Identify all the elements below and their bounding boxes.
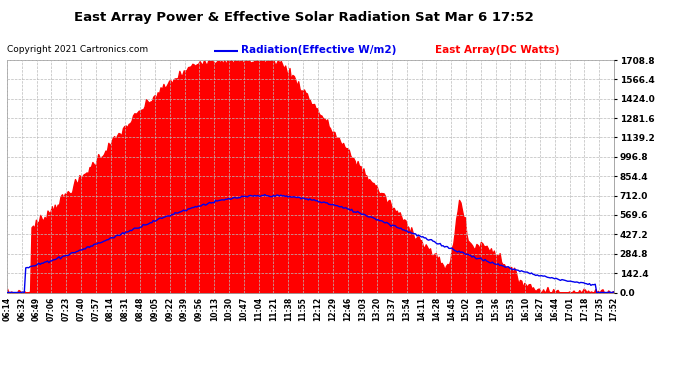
Text: East Array Power & Effective Solar Radiation Sat Mar 6 17:52: East Array Power & Effective Solar Radia… — [74, 11, 533, 24]
Text: Radiation(Effective W/m2): Radiation(Effective W/m2) — [241, 45, 397, 55]
Text: Copyright 2021 Cartronics.com: Copyright 2021 Cartronics.com — [7, 45, 148, 54]
Text: East Array(DC Watts): East Array(DC Watts) — [435, 45, 559, 55]
